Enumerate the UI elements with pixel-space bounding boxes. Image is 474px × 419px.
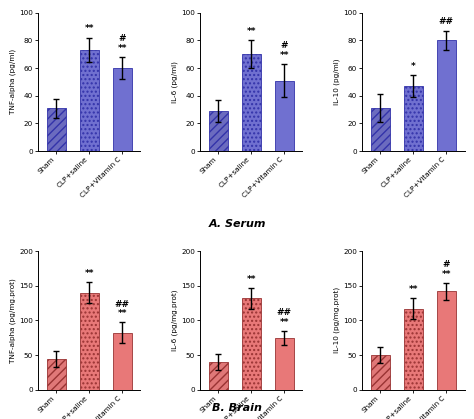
Y-axis label: IL-6 (pg/mg.prot): IL-6 (pg/mg.prot) [172,290,178,351]
Bar [371,108,390,151]
Text: ##: ## [115,300,130,308]
Bar [209,362,228,390]
Bar [437,40,456,151]
Text: **: ** [118,44,127,53]
Text: ##: ## [277,308,292,317]
Text: **: ** [246,27,256,36]
Text: **: ** [84,24,94,34]
Bar [46,359,66,390]
Text: **: ** [246,274,256,284]
Text: #: # [118,34,126,43]
Bar [80,50,99,151]
Text: **: ** [280,318,289,326]
Bar [113,333,132,390]
Bar [275,80,294,151]
Bar [46,108,66,151]
Text: **: ** [409,285,418,294]
Y-axis label: TNF-alpha (pg/mg.prot): TNF-alpha (pg/mg.prot) [10,278,17,363]
Y-axis label: IL-10 (pg/mg.prot): IL-10 (pg/mg.prot) [334,287,340,353]
Bar [371,355,390,390]
Text: A. Serum: A. Serum [208,219,266,229]
Text: B. Brain: B. Brain [212,403,262,413]
Bar [275,338,294,390]
Text: *: * [411,62,416,71]
Text: #: # [443,260,450,269]
Bar [404,86,423,151]
Bar [80,292,99,390]
Text: #: # [281,41,288,50]
Bar [437,291,456,390]
Text: ##: ## [439,18,454,26]
Bar [242,54,261,151]
Bar [404,308,423,390]
Text: **: ** [84,269,94,278]
Bar [242,298,261,390]
Y-axis label: IL-10 (pg/ml): IL-10 (pg/ml) [334,59,340,105]
Text: **: ** [442,270,451,279]
Y-axis label: TNF-alpha (pg/ml): TNF-alpha (pg/ml) [10,49,17,114]
Bar [113,68,132,151]
Y-axis label: IL-6 (pg/ml): IL-6 (pg/ml) [172,61,178,103]
Text: **: ** [280,51,289,59]
Bar [209,111,228,151]
Text: **: ** [118,309,127,318]
